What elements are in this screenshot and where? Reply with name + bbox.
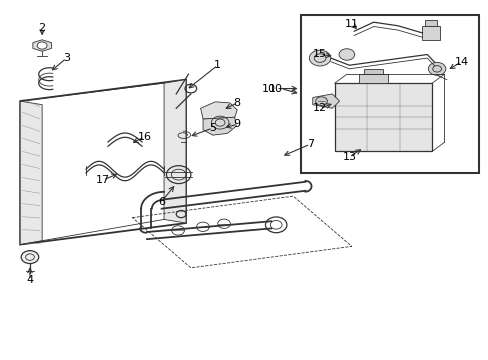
Text: 6: 6 — [158, 197, 165, 207]
Text: 13: 13 — [342, 152, 356, 162]
Text: 8: 8 — [233, 98, 240, 108]
Polygon shape — [203, 117, 236, 135]
Text: 9: 9 — [233, 120, 240, 129]
Bar — [424, 21, 436, 26]
Polygon shape — [312, 94, 339, 108]
Text: 4: 4 — [26, 275, 34, 285]
Text: 10: 10 — [262, 84, 276, 94]
Text: 1: 1 — [214, 60, 221, 70]
Text: 7: 7 — [306, 139, 313, 149]
Polygon shape — [33, 40, 51, 51]
Circle shape — [21, 251, 39, 264]
Text: 3: 3 — [63, 53, 70, 63]
Bar — [422, 26, 439, 40]
Polygon shape — [163, 80, 185, 223]
Circle shape — [338, 49, 354, 60]
Polygon shape — [20, 101, 42, 244]
Text: 16: 16 — [137, 132, 151, 142]
Text: 10: 10 — [269, 84, 283, 94]
Bar — [300, 15, 478, 173]
Polygon shape — [200, 102, 237, 119]
Circle shape — [37, 42, 47, 49]
Circle shape — [309, 50, 330, 66]
Bar — [363, 69, 383, 74]
Text: 14: 14 — [453, 57, 468, 67]
Circle shape — [427, 62, 445, 75]
Text: 17: 17 — [96, 175, 110, 185]
Text: 5: 5 — [209, 123, 216, 133]
Bar — [358, 74, 387, 83]
Text: 15: 15 — [312, 49, 326, 59]
Bar — [334, 83, 431, 151]
Circle shape — [315, 97, 327, 105]
Text: 2: 2 — [39, 23, 45, 33]
Text: 12: 12 — [312, 103, 326, 113]
Text: 11: 11 — [344, 19, 358, 29]
